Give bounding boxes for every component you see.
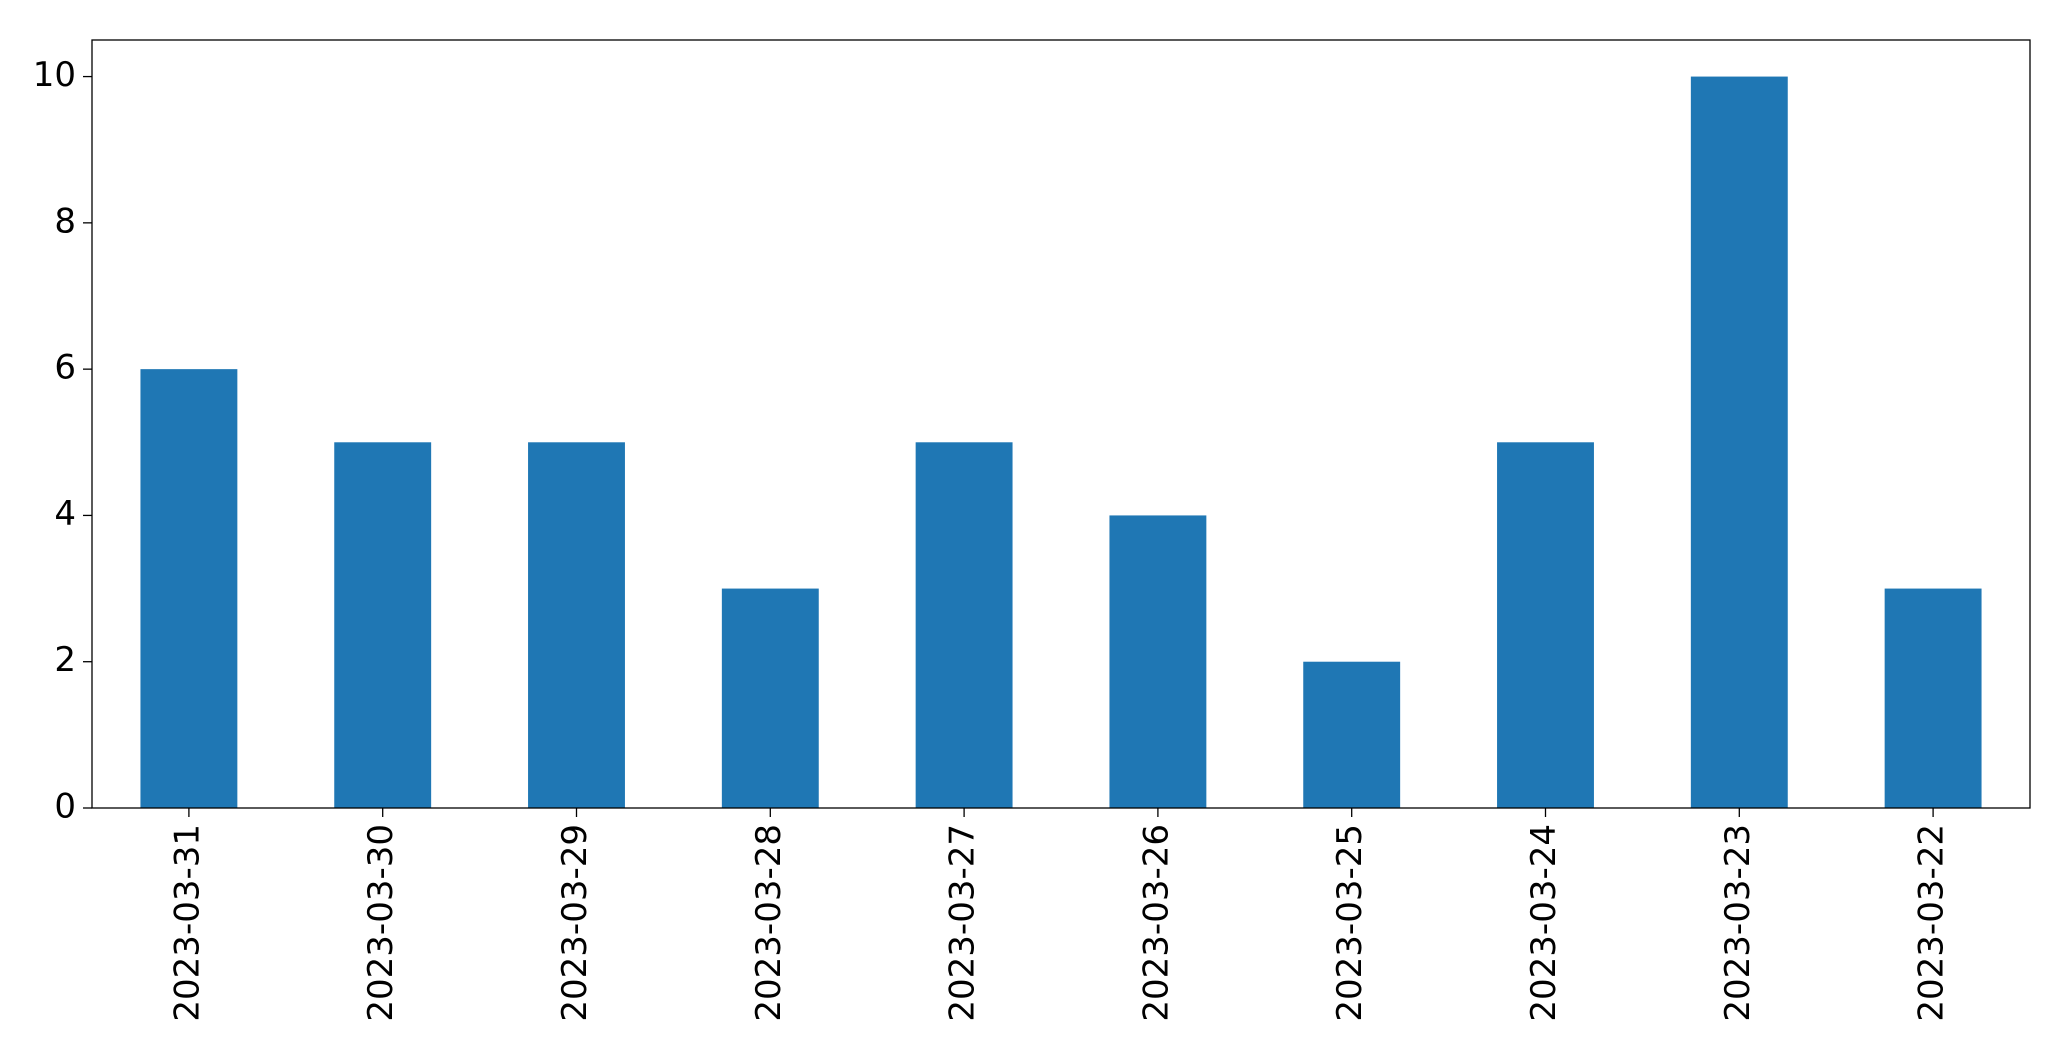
x-tick-label: 2023-03-30 [361,824,401,1022]
y-tick-label: 4 [54,494,76,534]
y-tick-label: 2 [54,640,76,680]
bar [1884,588,1982,808]
bar [140,369,238,808]
x-tick-label: 2023-03-25 [1330,824,1370,1022]
y-tick-label: 10 [33,55,76,95]
bar [528,442,625,808]
bar [1497,442,1594,808]
x-tick-label: 2023-03-22 [1912,824,1952,1022]
bar [1690,76,1788,809]
x-tick-label: 2023-03-26 [1136,824,1176,1022]
x-tick-label: 2023-03-28 [749,824,789,1022]
bar [1109,515,1207,808]
plot-frame [91,39,2031,809]
y-tick-label: 8 [54,201,76,241]
x-tick-label: 2023-03-24 [1524,824,1564,1022]
bar [1303,661,1401,808]
x-tick-label: 2023-03-29 [555,824,595,1022]
bar [721,588,819,808]
y-tick-label: 0 [54,787,76,827]
bar [334,442,432,808]
y-tick-label: 6 [54,348,76,388]
x-tick-label: 2023-03-23 [1718,824,1758,1022]
x-tick-label: 2023-03-31 [167,824,207,1022]
x-tick-label: 2023-03-27 [943,824,983,1022]
bar [915,442,1013,808]
